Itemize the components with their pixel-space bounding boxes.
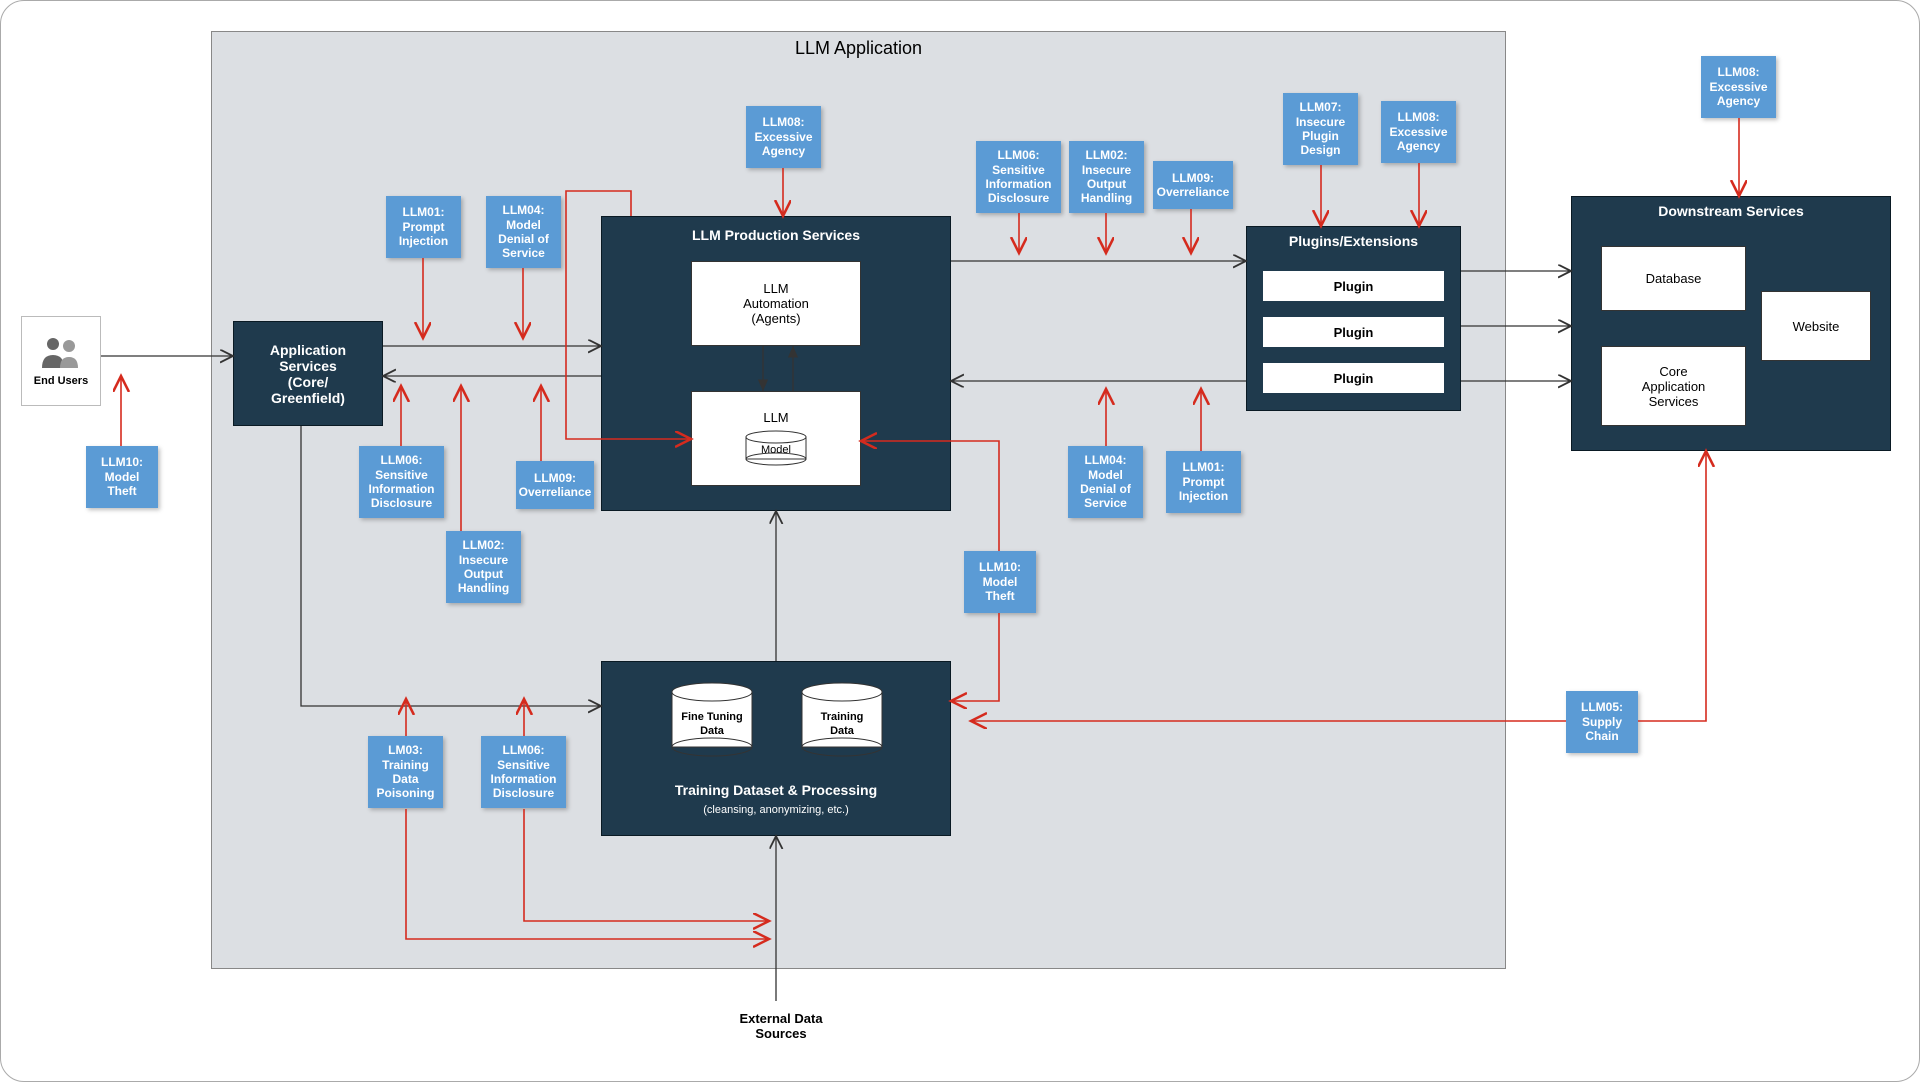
sticky-llm01b: LLM01: Prompt Injection: [1166, 451, 1241, 513]
sticky-llm08a: LLM08: Excessive Agency: [746, 106, 821, 168]
automation-box: LLM Automation (Agents): [691, 261, 861, 346]
end-users-box: End Users: [21, 316, 101, 406]
sticky-llm06b: LLM06: Sensitive Information Disclosure: [976, 141, 1061, 213]
database-box: Database: [1601, 246, 1746, 311]
core-app-services-box: Core Application Services: [1601, 346, 1746, 426]
training-subtitle: (cleansing, anonymizing, etc.): [602, 804, 950, 816]
sticky-llm06a: LLM06: Sensitive Information Disclosure: [359, 446, 444, 518]
diagram-canvas: LLM Application End Users Application Se…: [0, 0, 1920, 1082]
plugin-row: Plugin: [1263, 363, 1444, 393]
llm-label: LLM: [763, 410, 788, 425]
sticky-llm10a: LLM10: Model Theft: [86, 446, 158, 508]
sticky-llm09a: LLM09: Overreliance: [516, 461, 594, 509]
production-services-title: LLM Production Services: [602, 217, 950, 249]
sticky-llm10b: LLM10: Model Theft: [964, 551, 1036, 613]
svg-text:Fine Tuning: Fine Tuning: [681, 711, 743, 723]
end-users-label: End Users: [34, 375, 88, 387]
svg-text:Training: Training: [821, 711, 864, 723]
application-services-title: Application Services (Core/ Greenfield): [262, 336, 354, 412]
sticky-llm08b: LLM08: Excessive Agency: [1381, 101, 1456, 163]
sticky-llm02b: LLM02: Insecure Output Handling: [1069, 141, 1144, 213]
sticky-llm04a: LLM04: Model Denial of Service: [486, 196, 561, 268]
external-data-sources-label: External Data Sources: [716, 1011, 846, 1041]
downstream-title: Downstream Services: [1572, 197, 1890, 225]
plugins-title: Plugins/Extensions: [1247, 227, 1460, 255]
sticky-lm03: LM03: Training Data Poisoning: [368, 736, 443, 808]
sticky-llm08c: LLM08: Excessive Agency: [1701, 56, 1776, 118]
svg-text:Model: Model: [761, 444, 791, 456]
sticky-llm06c: LLM06: Sensitive Information Disclosure: [481, 736, 566, 808]
sticky-llm04b: LLM04: Model Denial of Service: [1068, 446, 1143, 518]
llm-box: LLM Model: [691, 391, 861, 486]
sticky-llm07: LLM07: Insecure Plugin Design: [1283, 93, 1358, 165]
plugin-row: Plugin: [1263, 317, 1444, 347]
application-services-box: Application Services (Core/ Greenfield): [233, 321, 383, 426]
plugin-row: Plugin: [1263, 271, 1444, 301]
sticky-llm09b: LLM09: Overreliance: [1153, 161, 1233, 209]
svg-text:Data: Data: [700, 725, 725, 737]
svg-text:Data: Data: [830, 725, 855, 737]
llm-application-title: LLM Application: [212, 38, 1505, 59]
plugins-box: Plugins/Extensions Plugin Plugin Plugin: [1246, 226, 1461, 411]
website-box: Website: [1761, 291, 1871, 361]
sticky-llm02a: LLM02: Insecure Output Handling: [446, 531, 521, 603]
training-box: Fine Tuning Data Training Data Training Da…: [601, 661, 951, 836]
sticky-llm01a: LLM01: Prompt Injection: [386, 196, 461, 258]
training-title: Training Dataset & Processing: [602, 782, 950, 804]
sticky-llm05: LLM05: Supply Chain: [1566, 691, 1638, 753]
